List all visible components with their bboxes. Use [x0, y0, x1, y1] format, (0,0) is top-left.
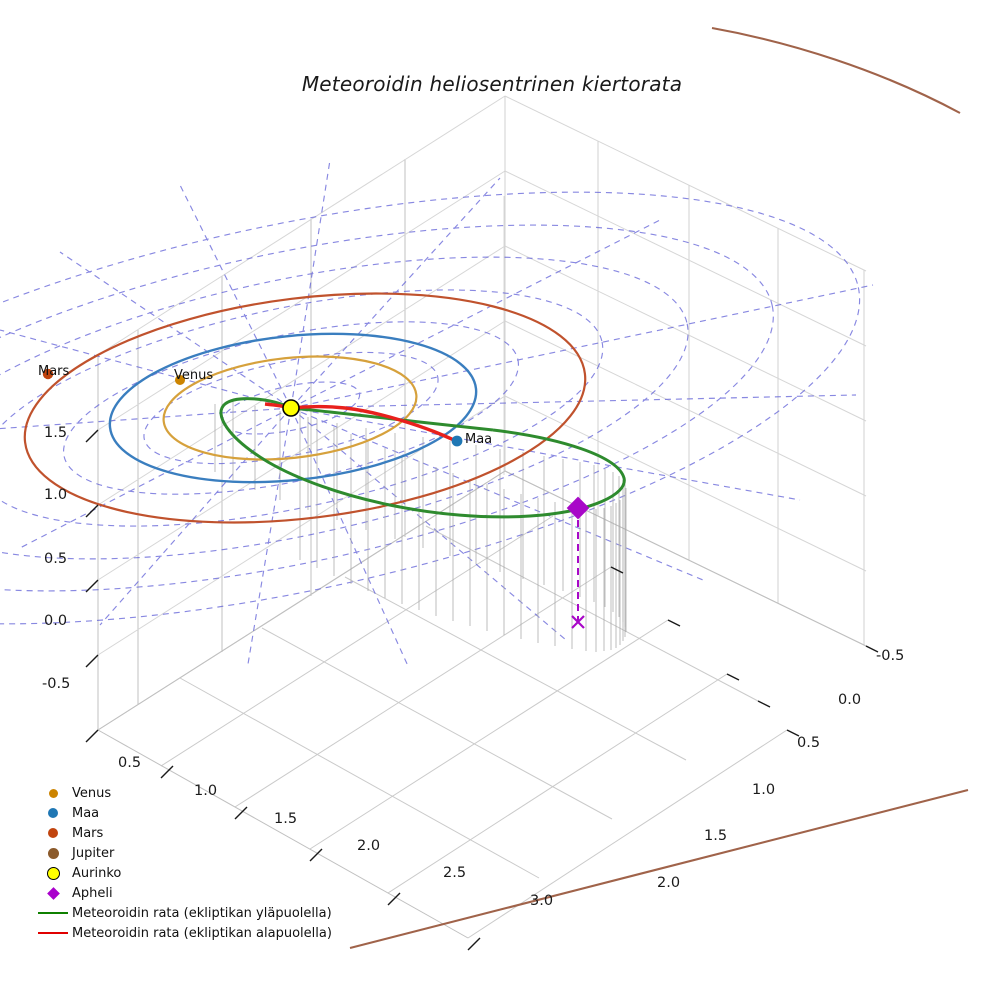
- z-tick-3: 0.5: [44, 551, 68, 567]
- meteoroid-orbit-below: [290, 404, 457, 443]
- orbit-venus: [162, 355, 418, 461]
- y-tick-4: 1.0: [752, 782, 776, 798]
- axis-tick-marks: [85, 429, 879, 951]
- legend-item-apheli[interactable]: Apheli: [34, 883, 364, 903]
- legend-label-venus: Venus: [72, 785, 112, 801]
- legend-label-aurinko: Aurinko: [72, 865, 122, 881]
- legend-item-orbit-above[interactable]: Meteoroidin rata (ekliptikan yläpuolella…: [34, 903, 364, 923]
- x-tick-3: 1.5: [274, 811, 298, 827]
- box-grid: [97, 95, 867, 939]
- meteoroid-orbit-above: [219, 397, 626, 519]
- label-maa: Maa: [465, 432, 493, 447]
- y-tick-6: 2.0: [657, 875, 681, 891]
- orbit-jupiter: [349, 26, 969, 950]
- y-tick-2: 0.0: [838, 692, 862, 708]
- y-tick-3: 0.5: [797, 735, 821, 751]
- legend-label-mars: Mars: [72, 825, 104, 841]
- legend-item-jupiter[interactable]: Jupiter: [34, 843, 364, 863]
- earth-marker[interactable]: [451, 435, 463, 447]
- legend-item-maa[interactable]: Maa: [34, 803, 364, 823]
- y-tick-1: -0.5: [876, 648, 905, 664]
- mars-dot-icon: [34, 828, 72, 838]
- z-tick-4: 0.0: [44, 613, 68, 629]
- legend-label-jupiter: Jupiter: [72, 845, 115, 861]
- chart-title: Meteoroidin heliosentrinen kiertorata: [301, 72, 683, 96]
- x-tick-6: 3.0: [530, 893, 554, 909]
- x-tick-5: 2.5: [443, 865, 467, 881]
- meteoroid-stems: [214, 401, 627, 652]
- earth-dot-icon: [34, 808, 72, 818]
- orbit-below-line-icon: [34, 931, 72, 935]
- orbit-above-line-icon: [34, 911, 72, 915]
- sun-marker[interactable]: [282, 399, 300, 417]
- label-mars: Mars: [38, 364, 70, 379]
- legend-label-orbit-below: Meteoroidin rata (ekliptikan alapuolella…: [72, 925, 332, 941]
- z-tick-1: 1.5: [44, 425, 68, 441]
- legend: Venus Maa Mars Jupiter Aurinko: [34, 783, 364, 943]
- x-tick-1: 0.5: [118, 755, 142, 771]
- venus-marker[interactable]: [175, 375, 185, 385]
- legend-label-apheli: Apheli: [72, 885, 113, 901]
- legend-item-mars[interactable]: Mars: [34, 823, 364, 843]
- legend-item-orbit-below[interactable]: Meteoroidin rata (ekliptikan alapuolella…: [34, 923, 364, 943]
- ecliptic-polar-grid: [0, 159, 874, 667]
- aphelion-projection-x-icon: [571, 615, 585, 629]
- orbit-mars: [23, 292, 587, 524]
- z-tick-2: 1.0: [44, 487, 68, 503]
- label-venus: Venus: [174, 368, 214, 383]
- meteoroid-orbit-above-tail: [290, 406, 494, 432]
- legend-label-orbit-above: Meteoroidin rata (ekliptikan yläpuolella…: [72, 905, 332, 921]
- aphelion-diamond-icon[interactable]: [566, 496, 590, 520]
- mars-marker[interactable]: [42, 368, 54, 380]
- y-tick-5: 1.5: [704, 828, 728, 844]
- legend-item-venus[interactable]: Venus: [34, 783, 364, 803]
- x-tick-4: 2.0: [357, 838, 381, 854]
- z-tick-5: -0.5: [42, 676, 71, 692]
- x-tick-2: 1.0: [194, 783, 218, 799]
- legend-item-aurinko[interactable]: Aurinko: [34, 863, 364, 883]
- jupiter-dot-icon: [34, 847, 72, 859]
- venus-dot-icon: [34, 788, 72, 798]
- legend-label-maa: Maa: [72, 805, 100, 821]
- aphelion-diamond-icon: [34, 886, 72, 900]
- sun-dot-icon: [34, 866, 72, 880]
